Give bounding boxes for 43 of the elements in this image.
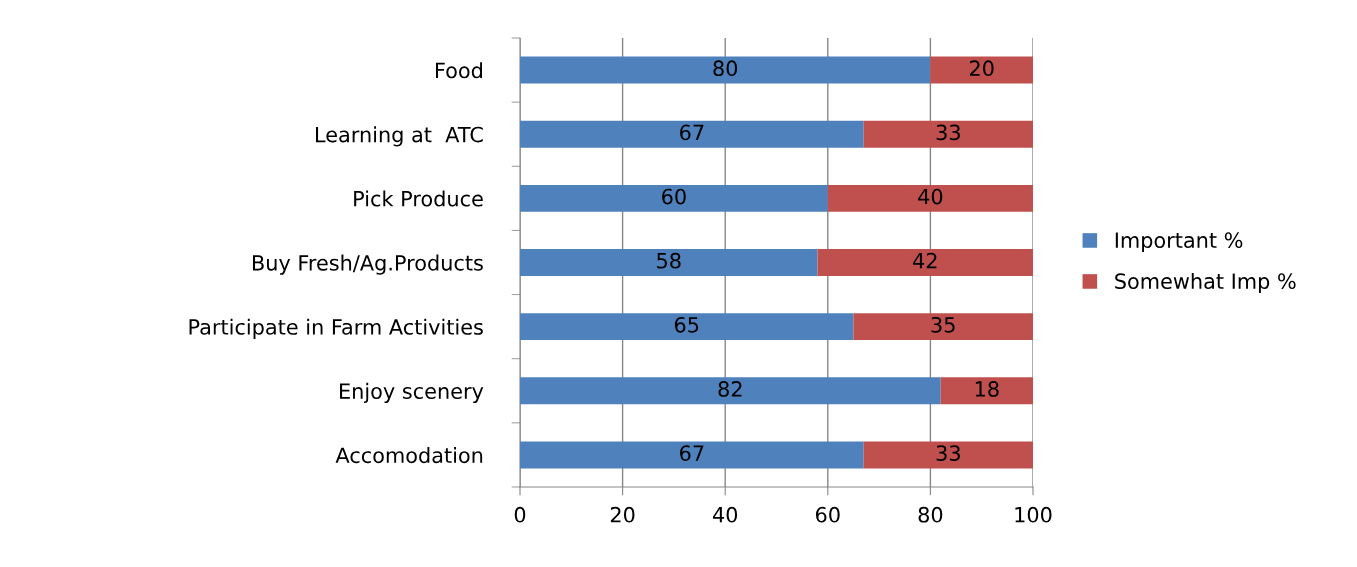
data-label: 65 <box>674 316 699 333</box>
y-tick-label: Food <box>435 62 482 79</box>
x-tick-label: 20 <box>610 506 635 523</box>
bar <box>520 249 818 276</box>
data-label: 80 <box>713 60 738 77</box>
x-tick-label: 0 <box>514 506 526 523</box>
data-label: 18 <box>975 381 999 397</box>
data-label: 33 <box>936 445 960 461</box>
y-tick-label: Participate in Farm Activities <box>189 318 483 339</box>
x-tick-label: 100 <box>1015 506 1052 523</box>
bar <box>520 377 941 405</box>
data-label: 67 <box>680 445 704 461</box>
bar <box>817 249 1033 276</box>
data-label: 40 <box>918 188 943 205</box>
data-label: 35 <box>931 316 955 333</box>
bar <box>827 184 1033 212</box>
y-tick-label: Enjoy scenery <box>340 382 484 404</box>
bar <box>863 441 1033 469</box>
data-label: 42 <box>913 252 937 269</box>
bar <box>930 56 1033 84</box>
y-tick-label: Learning at ATC <box>316 126 483 147</box>
x-tick-label: 60 <box>816 506 840 523</box>
y-tick-label: Pick Produce <box>354 190 483 207</box>
bar <box>520 120 864 148</box>
data-label: 58 <box>657 252 681 269</box>
bar <box>520 441 864 469</box>
bar <box>520 56 931 84</box>
y-tick-label: Buy Fresh/Ag.Products <box>252 254 483 275</box>
data-label: 60 <box>662 188 686 205</box>
bar <box>940 377 1033 405</box>
bar <box>853 313 1033 341</box>
data-label: 82 <box>718 381 742 397</box>
data-label: 20 <box>969 60 994 77</box>
legend-label: Important % <box>1115 232 1243 253</box>
y-tick-label: Accomodation <box>335 447 483 464</box>
data-label: 33 <box>936 124 960 141</box>
data-label: 67 <box>680 124 704 141</box>
x-tick-label: 80 <box>918 506 943 523</box>
bar <box>520 313 854 341</box>
legend-label: Somewhat Imp % <box>1115 272 1296 294</box>
x-tick-label: 40 <box>712 506 738 523</box>
bar <box>520 184 828 212</box>
bar <box>863 120 1033 148</box>
